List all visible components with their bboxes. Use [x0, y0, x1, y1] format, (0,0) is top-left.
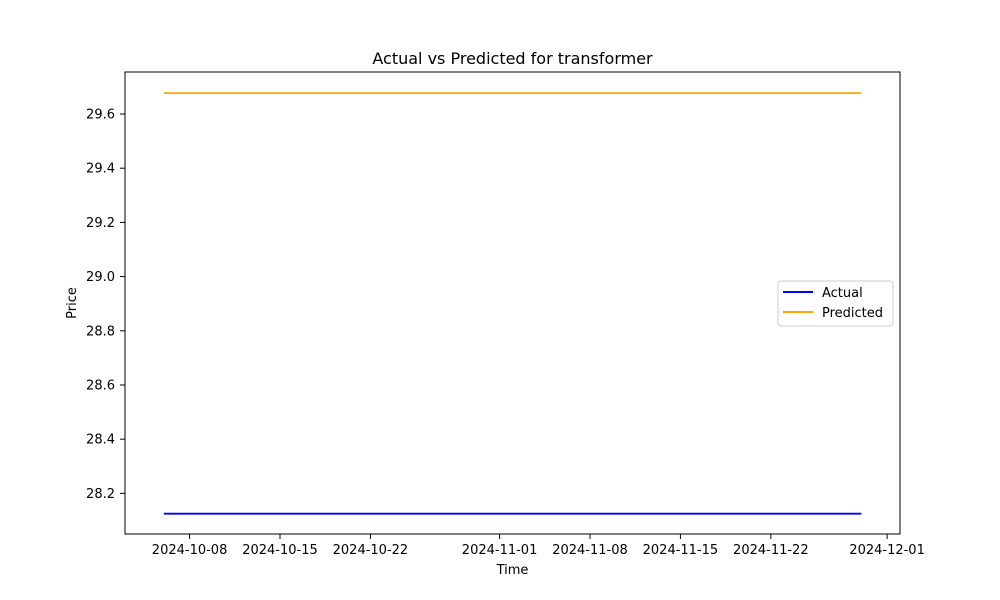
legend: Actual Predicted [777, 280, 894, 327]
x-axis: 2024-10-08 2024-10-15 2024-10-22 2024-11-01… [152, 534, 925, 558]
y-tick-label: 28.6 [86, 378, 115, 393]
series-layer [163, 92, 862, 515]
x-tick-label: 2024-11-01 [462, 543, 538, 558]
y-tick-label: 28.8 [86, 324, 115, 339]
y-axis: 28.2 28.4 28.6 28.8 29.0 29.2 29.4 29.6 [86, 108, 125, 502]
plot-frame [124, 71, 901, 535]
y-tick-label: 29.0 [86, 270, 115, 285]
legend-label-predicted: Predicted [822, 306, 883, 321]
x-tick-label: 2024-11-22 [733, 543, 809, 558]
y-tick-label: 28.2 [86, 487, 115, 502]
legend-label-actual: Actual [822, 286, 863, 301]
x-tick-label: 2024-10-22 [333, 543, 409, 558]
y-tick-label: 28.4 [86, 433, 115, 448]
y-tick-label: 29.6 [86, 108, 115, 123]
x-tick-label: 2024-12-01 [849, 543, 925, 558]
x-tick-label: 2024-11-15 [643, 543, 719, 558]
x-axis-label: Time [496, 563, 529, 578]
y-axis-label: Price [65, 287, 80, 319]
y-tick-label: 29.4 [86, 162, 115, 177]
x-tick-label: 2024-10-08 [152, 543, 228, 558]
y-tick-label: 29.2 [86, 216, 115, 231]
x-tick-label: 2024-10-15 [242, 543, 318, 558]
chart-title: Actual vs Predicted for transformer [372, 49, 653, 68]
x-tick-label: 2024-11-08 [552, 543, 628, 558]
